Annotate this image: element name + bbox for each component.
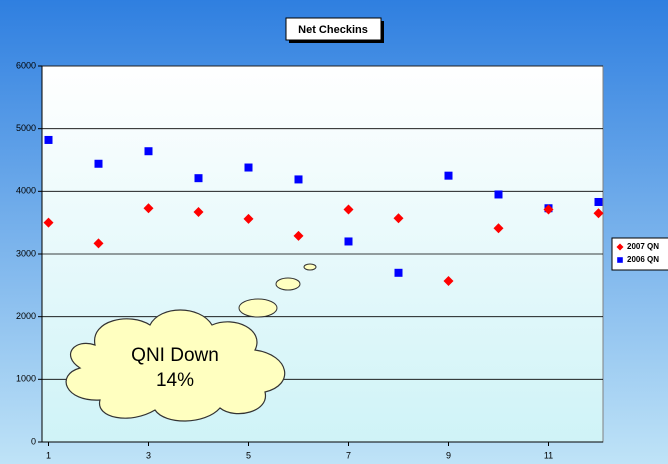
point	[393, 213, 404, 224]
point	[343, 204, 354, 215]
point	[144, 147, 153, 156]
x-tick-label: 5	[246, 450, 251, 460]
legend-label: 2006 QN	[627, 255, 659, 264]
thought-bubble	[303, 263, 317, 271]
point	[594, 197, 603, 206]
annotation-cloud: QNI Down 14%	[65, 263, 317, 422]
legend-box	[611, 237, 668, 271]
x-tick-label: 3	[146, 450, 151, 460]
point	[293, 230, 304, 241]
chart-title: Net Checkins	[298, 24, 368, 36]
legend-marker	[617, 257, 623, 263]
point	[44, 135, 53, 144]
point	[493, 223, 504, 234]
x-tick-label: 1	[46, 450, 51, 460]
point	[593, 208, 604, 219]
point	[243, 213, 254, 224]
y-tick-label: 5000	[16, 123, 36, 133]
point	[43, 217, 54, 228]
thought-bubble	[275, 277, 301, 291]
point	[93, 238, 104, 249]
point	[394, 268, 403, 277]
legend-marker	[616, 243, 624, 251]
y-tick-label: 0	[31, 436, 36, 446]
y-tick-label: 6000	[16, 60, 36, 70]
cloud	[65, 309, 286, 422]
title-box	[285, 17, 382, 41]
annotation-text: 14%	[156, 370, 194, 391]
point	[443, 275, 454, 286]
y-tick-label: 1000	[16, 374, 36, 384]
annotation-text: QNI Down	[131, 345, 219, 366]
point	[294, 175, 303, 184]
point	[194, 174, 203, 183]
x-tick-label: 9	[446, 450, 451, 460]
y-tick-label: 3000	[16, 248, 36, 258]
x-tick-label: 7	[346, 450, 351, 460]
point	[494, 190, 503, 199]
point	[344, 237, 353, 246]
point	[244, 163, 253, 172]
thought-bubble	[238, 298, 278, 318]
y-tick-label: 2000	[16, 311, 36, 321]
point	[143, 203, 154, 214]
point	[94, 159, 103, 168]
point	[543, 204, 554, 215]
point	[193, 207, 204, 218]
legend-label: 2007 QN	[627, 242, 659, 251]
x-tick-label: 11	[544, 450, 553, 460]
point	[444, 171, 453, 180]
y-tick-label: 4000	[16, 186, 36, 196]
